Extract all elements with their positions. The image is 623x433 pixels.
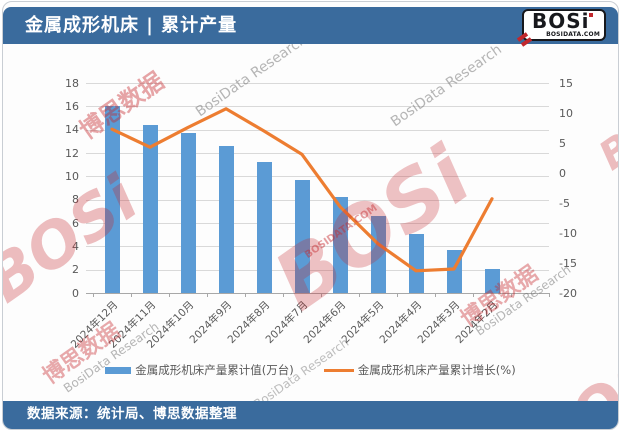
production-bar xyxy=(142,125,158,293)
data-source-text: 数据来源：统计局、博思数据整理 xyxy=(27,406,237,422)
legend-item-production: 金属成形机床产量累计值(万台) xyxy=(105,362,294,378)
production-bar xyxy=(332,197,348,293)
x-axis-tick xyxy=(283,293,284,297)
header-bar: 金属成形机床 | 累计产量 BOSi BOSIDATA.COM xyxy=(3,7,618,47)
bosi-logo-text: BOSi xyxy=(532,9,590,33)
legend-item-growth: 金属成形机床产量累计增长(%) xyxy=(323,362,516,378)
footer-bar: 数据来源：统计局、博思数据整理 xyxy=(3,401,618,429)
production-bar xyxy=(218,146,234,293)
bosi-logo: BOSi BOSIDATA.COM xyxy=(516,9,606,47)
logo-red-dot-icon xyxy=(589,13,593,17)
right-axis-tick-label: -20 xyxy=(559,286,577,300)
production-bar xyxy=(370,216,386,293)
x-axis-tick xyxy=(131,293,132,297)
right-axis-tick-label: -5 xyxy=(559,196,570,210)
x-axis-tick xyxy=(549,293,550,297)
plot-area: 0 2 4 6 8 10 12 14 16 18 15 10 5 0 -5 -10 -15 -20 2024年12月… xyxy=(3,2,618,429)
production-bar xyxy=(408,233,424,293)
legend-swatch-bar-icon xyxy=(105,366,132,374)
production-bar xyxy=(180,133,196,293)
x-axis-tick xyxy=(207,293,208,297)
x-axis-tick xyxy=(359,293,360,297)
right-axis-tick-label: -15 xyxy=(559,256,577,270)
left-axis-tick-label: 14 xyxy=(65,123,79,137)
production-bar xyxy=(294,179,310,293)
right-axis-tick-label: 0 xyxy=(559,166,566,180)
legend: 金属成形机床产量累计值(万台) 金属成形机床产量累计增长(%) xyxy=(3,362,618,378)
legend-label: 金属成形机床产量累计值(万台) xyxy=(135,363,294,377)
x-axis-tick xyxy=(169,293,170,297)
left-axis-tick-label: 0 xyxy=(72,286,79,300)
right-axis-tick-label: 5 xyxy=(559,136,566,150)
right-axis-tick-label: 10 xyxy=(559,106,573,120)
left-axis-tick-label: 18 xyxy=(65,76,79,90)
x-axis-tick xyxy=(435,293,436,297)
x-axis-tick xyxy=(511,293,512,297)
legend-swatch-line-icon xyxy=(323,368,354,372)
left-axis-tick-label: 4 xyxy=(72,239,79,253)
production-bar xyxy=(446,249,462,293)
x-axis-tick xyxy=(93,293,94,297)
right-axis-tick-label: -10 xyxy=(559,226,577,240)
x-axis-tick xyxy=(321,293,322,297)
left-axis-tick-label: 8 xyxy=(72,193,79,207)
x-axis-tick xyxy=(245,293,246,297)
bosi-logo-domain: BOSIDATA.COM xyxy=(546,31,600,38)
page-title: 金属成形机床 | 累计产量 xyxy=(25,15,238,36)
left-axis-tick-label: 2 xyxy=(72,263,79,277)
left-axis-tick-label: 16 xyxy=(65,99,79,113)
right-axis-tick-label: 15 xyxy=(559,76,573,90)
x-axis-tick xyxy=(473,293,474,297)
gridline xyxy=(86,106,549,108)
x-axis-tick xyxy=(397,293,398,297)
production-bar xyxy=(104,106,120,293)
gridline xyxy=(86,83,549,84)
left-axis-tick-label: 12 xyxy=(65,146,79,160)
left-axis-tick-label: 6 xyxy=(72,216,79,230)
legend-label: 金属成形机床产量累计增长(%) xyxy=(357,363,516,377)
x-axis-line xyxy=(86,293,549,294)
production-bar xyxy=(484,268,500,293)
production-bar xyxy=(256,162,272,293)
left-axis-tick-label: 10 xyxy=(65,169,79,183)
